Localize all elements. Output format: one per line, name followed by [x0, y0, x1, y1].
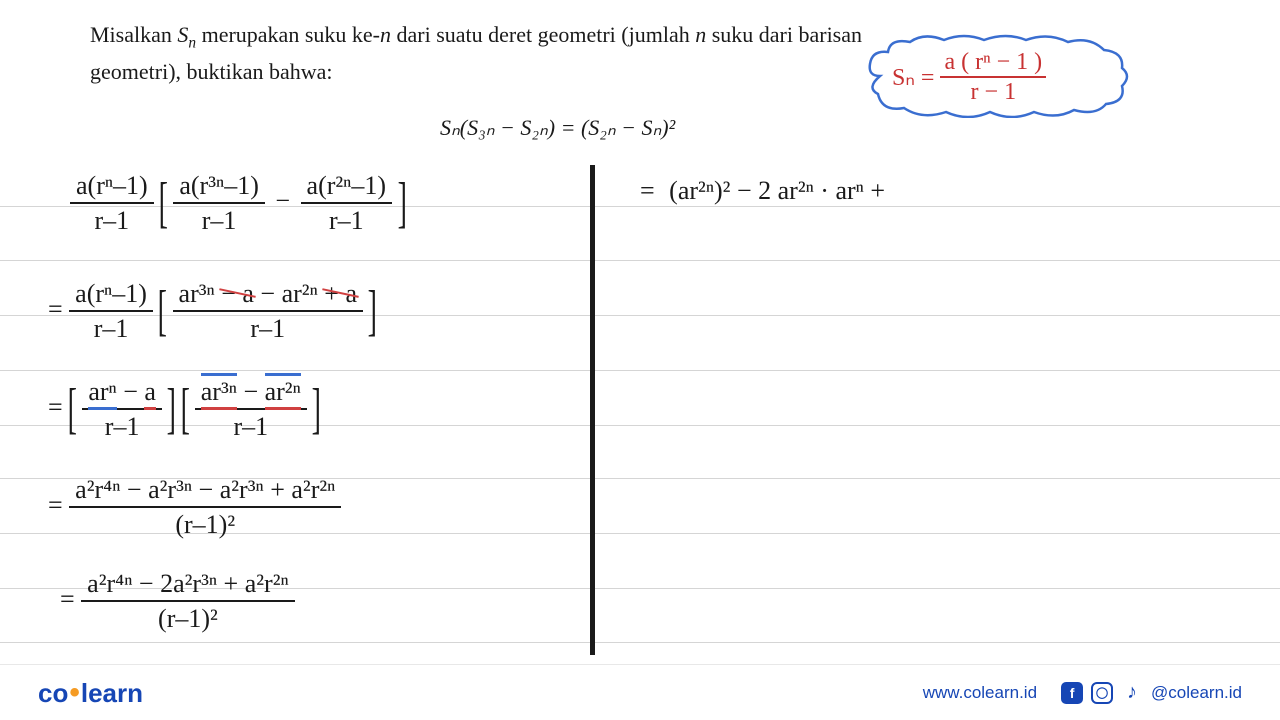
- r2-f1-n: a(rⁿ–1): [69, 280, 153, 312]
- page: Misalkan Sn merupakan suku ke-n dari sua…: [0, 0, 1280, 720]
- r2-eq: =: [48, 294, 63, 323]
- r3-f1-a: arⁿ: [88, 377, 116, 410]
- tiktok-icon: ♪: [1121, 682, 1143, 704]
- problem-text-5: geometri), buktikan bahwa:: [90, 59, 333, 84]
- r1-f2: a(r³ⁿ–1) r–1: [173, 172, 265, 235]
- logo-part-b: learn: [81, 678, 143, 708]
- bracket-close-icon: ]: [312, 381, 321, 437]
- rule-line: [0, 260, 1280, 261]
- bracket-close-icon: ]: [167, 381, 176, 437]
- r3-f2-n: ar³ⁿ − ar²ⁿ: [195, 378, 307, 410]
- formula-fraction: a ( rⁿ − 1 ) r − 1: [940, 50, 1046, 104]
- footer: co•learn www.colearn.id f ◯ ♪ @colearn.i…: [0, 664, 1280, 720]
- r3-f1-n: arⁿ − a: [82, 378, 162, 410]
- r1-f1: a(rⁿ–1) r–1: [70, 172, 154, 235]
- r3-f2: ar³ⁿ − ar²ⁿ r–1: [195, 378, 307, 441]
- r5-frac: a²r⁴ⁿ − 2a²r³ⁿ + a²r²ⁿ (r–1)²: [81, 570, 295, 633]
- facebook-icon: f: [1061, 682, 1083, 704]
- r2-inner-n: ar³ⁿ − a − ar²ⁿ + a: [173, 280, 363, 312]
- r1-f1-n: a(rⁿ–1): [70, 172, 154, 204]
- problem-text-1: Misalkan: [90, 22, 177, 47]
- r1-f3-d: r–1: [329, 204, 364, 234]
- r3-f1: arⁿ − a r–1: [82, 378, 162, 441]
- n2: n: [695, 22, 706, 47]
- formula-content: Sₙ = a ( rⁿ − 1 ) r − 1: [892, 50, 1046, 104]
- r3-f1-m: −: [117, 377, 145, 406]
- main-equation: Sₙ(S₃ₙ − S₂ₙ) = (S₂ₙ − Sₙ)²: [440, 115, 675, 141]
- bracket-open-icon: [: [68, 381, 77, 437]
- r3-f2-b: ar²ⁿ: [265, 373, 301, 406]
- r1-f2-n: a(r³ⁿ–1): [173, 172, 265, 204]
- r1-f3-n: a(r²ⁿ–1): [301, 172, 393, 204]
- r2-inner: ar³ⁿ − a − ar²ⁿ + a r–1: [173, 280, 363, 343]
- work-right-row1: = (ar²ⁿ)² − 2 ar²ⁿ · arⁿ +: [640, 178, 885, 204]
- bracket-open-icon: [: [159, 175, 168, 231]
- bracket-open-icon: [: [158, 283, 167, 339]
- r5-d: (r–1)²: [158, 602, 218, 632]
- problem-text-4: suku dari barisan: [706, 22, 862, 47]
- r3-f2-a: ar³ⁿ: [201, 373, 237, 406]
- rule-line: [0, 370, 1280, 371]
- r4-d: (r–1)²: [175, 508, 235, 538]
- sn-s: S: [177, 22, 188, 47]
- rule-line: [0, 642, 1280, 643]
- r3-f1-d: r–1: [105, 410, 140, 440]
- instagram-icon: ◯: [1091, 682, 1113, 704]
- sn-sub: n: [188, 34, 196, 51]
- r2-strike1: − a: [221, 279, 254, 308]
- r4-n: a²r⁴ⁿ − a²r³ⁿ − a²r³ⁿ + a²r²ⁿ: [69, 476, 341, 508]
- r2-inner-d: r–1: [250, 312, 285, 342]
- formula-den: r − 1: [971, 78, 1017, 104]
- equation-text: Sₙ(S₃ₙ − S₂ₙ) = (S₂ₙ − Sₙ)²: [440, 115, 675, 140]
- column-divider: [590, 165, 595, 655]
- social-handle: @colearn.id: [1151, 683, 1242, 703]
- work-row2: = a(rⁿ–1) r–1 [ ar³ⁿ − a − ar²ⁿ + a r–1 …: [48, 280, 376, 343]
- footer-url: www.colearn.id: [923, 683, 1037, 703]
- r2-na: ar³ⁿ: [179, 279, 222, 308]
- r3-f2-d: r–1: [233, 410, 268, 440]
- r2-strike2: + a: [324, 279, 357, 308]
- r1-f1-d: r–1: [95, 204, 130, 234]
- rr1-eq: =: [640, 176, 655, 205]
- formula-bubble: Sₙ = a ( rⁿ − 1 ) r − 1: [870, 42, 1130, 110]
- formula-lhs: Sₙ =: [892, 63, 934, 92]
- r5-n: a²r⁴ⁿ − 2a²r³ⁿ + a²r²ⁿ: [81, 570, 295, 602]
- r5-eq: =: [60, 584, 75, 613]
- brand-logo: co•learn: [38, 676, 143, 710]
- r1-minus: −: [275, 186, 290, 215]
- bracket-close-icon: ]: [368, 283, 377, 339]
- r4-eq: =: [48, 490, 63, 519]
- rr1-expr: (ar²ⁿ)² − 2 ar²ⁿ · arⁿ +: [669, 176, 885, 205]
- r2-nb: − ar²ⁿ: [254, 279, 324, 308]
- n1: n: [380, 22, 391, 47]
- r3-f1-b: a: [144, 377, 156, 410]
- r3-eq: =: [48, 392, 63, 421]
- r3-f2-m: −: [237, 377, 265, 406]
- work-row5: = a²r⁴ⁿ − 2a²r³ⁿ + a²r²ⁿ (r–1)²: [60, 570, 295, 633]
- bracket-close-icon: ]: [397, 175, 406, 231]
- r2-f1: a(rⁿ–1) r–1: [69, 280, 153, 343]
- logo-part-a: co: [38, 678, 68, 708]
- work-row1: a(rⁿ–1) r–1 [ a(r³ⁿ–1) r–1 − a(r²ⁿ–1) r–…: [70, 172, 405, 235]
- problem-text-3: dari suatu deret geometri (jumlah: [391, 22, 695, 47]
- formula-num: a ( rⁿ − 1 ): [940, 50, 1046, 78]
- r4-frac: a²r⁴ⁿ − a²r³ⁿ − a²r³ⁿ + a²r²ⁿ (r–1)²: [69, 476, 341, 539]
- logo-dot-icon: •: [68, 676, 81, 709]
- r2-f1-d: r–1: [94, 312, 129, 342]
- problem-text-2: merupakan suku ke-: [196, 22, 380, 47]
- r1-f2-d: r–1: [202, 204, 237, 234]
- bracket-open-icon: [: [180, 381, 189, 437]
- work-row3: = [ arⁿ − a r–1 ] [ ar³ⁿ − ar²ⁿ r–1 ]: [48, 378, 320, 441]
- r1-f3: a(r²ⁿ–1) r–1: [301, 172, 393, 235]
- sn-symbol: Sn: [177, 22, 196, 47]
- work-row4: = a²r⁴ⁿ − a²r³ⁿ − a²r³ⁿ + a²r²ⁿ (r–1)²: [48, 476, 341, 539]
- social-icons: f ◯ ♪ @colearn.id: [1061, 682, 1242, 704]
